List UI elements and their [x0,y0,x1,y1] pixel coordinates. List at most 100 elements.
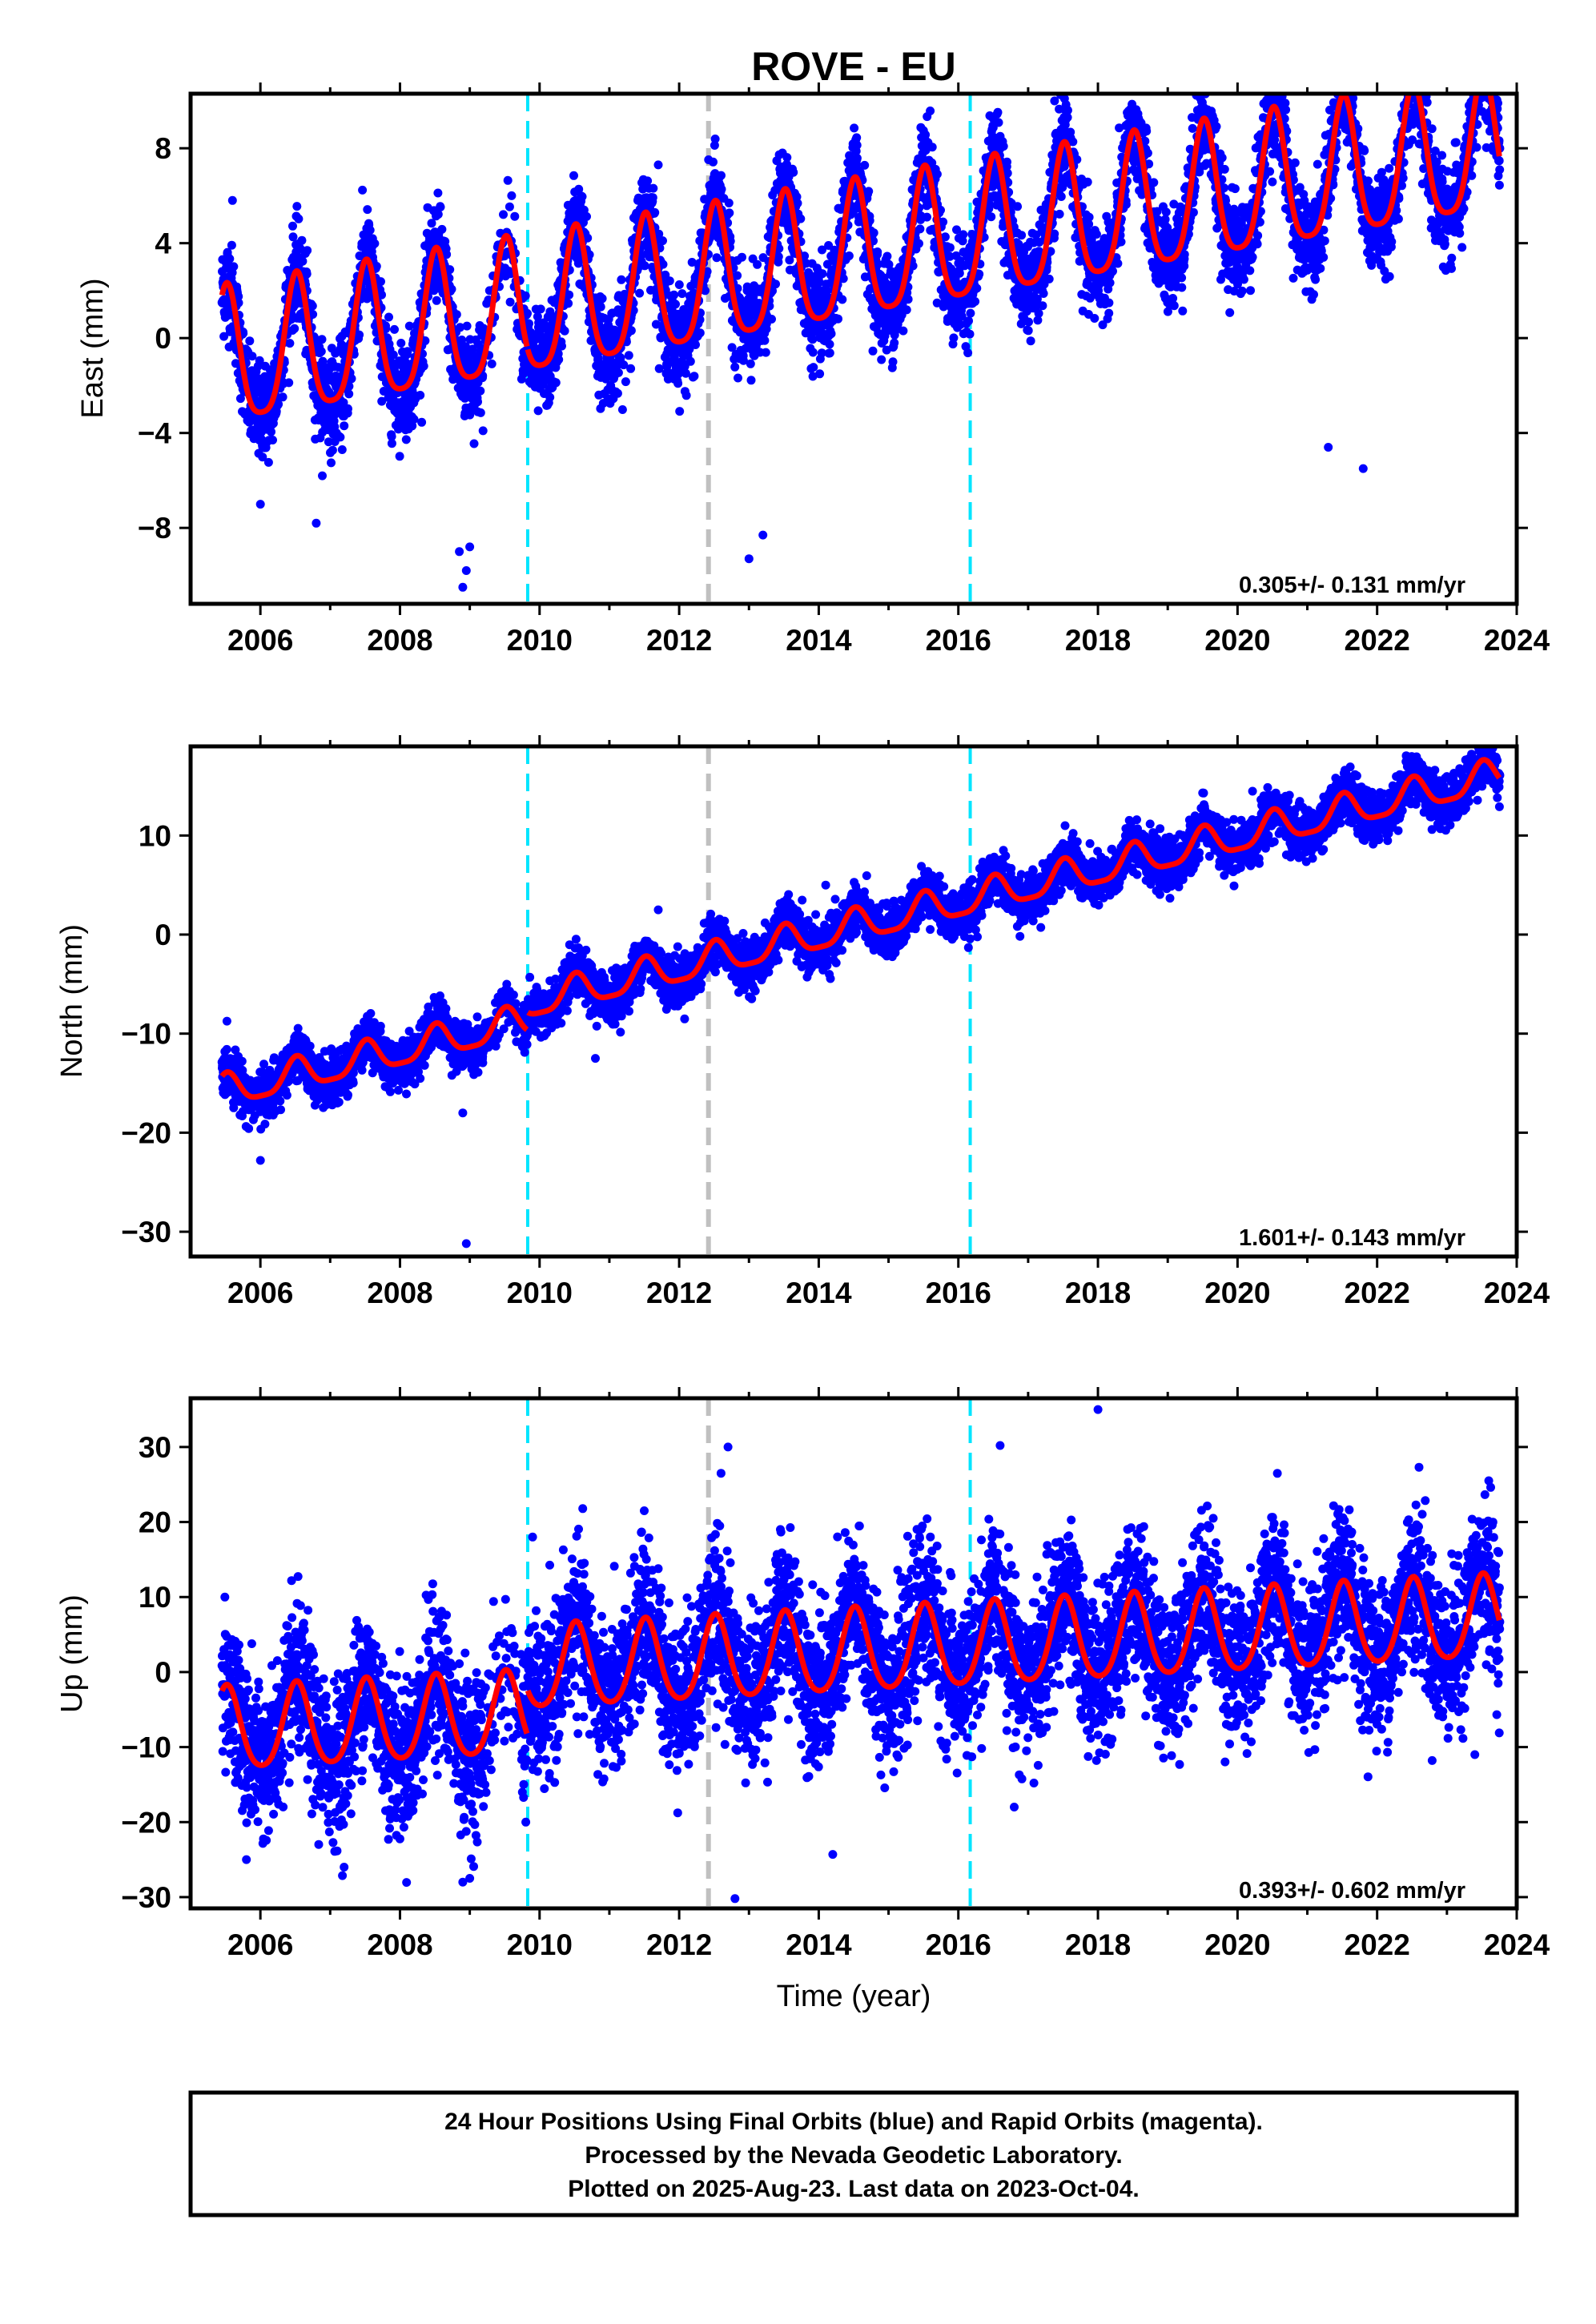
east-data-point [473,397,482,407]
east-data-point [838,295,847,304]
east-data-point [456,323,464,332]
east-data-point [1104,308,1114,318]
east-data-point [390,324,399,334]
east-data-point [344,389,354,399]
east-data-point [358,185,368,195]
east-data-point [1055,209,1064,219]
east-data-point [789,167,798,177]
east-data-point [882,251,892,261]
east-data-point [457,336,467,344]
east-data-point [505,202,514,211]
east-data-point [227,240,236,250]
east-data-point [328,445,337,455]
east-data-point [465,410,475,420]
east-data-point [420,336,430,345]
east-data-point [782,153,792,163]
east-data-point [675,407,685,416]
east-data-point [245,336,255,346]
east-data-point [717,171,726,180]
east-data-point [761,348,770,357]
east-data-point [396,339,406,348]
east-data-point [681,391,691,400]
east-data-point [651,320,661,329]
east-data-point [793,199,802,208]
east-data-point [921,130,931,139]
east-data-point [724,199,734,207]
east-data-point [746,359,755,368]
east-data-point [818,269,827,279]
east-data-point [658,259,668,269]
east-data-point [288,221,297,231]
east-data-point [476,408,485,417]
east-data-point [388,350,398,360]
east-data-point [902,305,911,315]
east-data-point [1091,230,1101,239]
east-data-point [712,253,722,263]
east-data-point [268,436,277,444]
east-data-point [1180,250,1189,259]
east-data-point [377,396,387,406]
east-data-point [416,391,425,400]
east-data-point [852,154,862,163]
east-data-point [1177,283,1187,292]
east-data-point [926,107,935,115]
east-data-point [734,373,742,383]
east-data-point [915,224,925,234]
east-data-point [344,381,354,391]
east-data-point [869,228,878,238]
east-data-point [545,392,555,402]
east-data-point [1013,202,1023,211]
east-data-point [923,212,931,222]
east-data-point [557,341,566,351]
east-data-point [372,262,381,271]
east-data-point [1149,178,1159,187]
east-data-point [616,353,625,363]
east-data-point [844,251,854,260]
east-data-point [505,297,515,307]
east-data-point [963,348,973,358]
east-data-point [771,279,780,289]
east-data-point [461,342,470,352]
east-data-point [337,445,347,454]
east-data-point [665,276,674,286]
east-data-point [691,340,700,349]
east-data-point [738,252,746,262]
east-data-point [654,229,664,239]
east-data-point [987,212,996,222]
east-data-point [284,378,294,388]
east-data-point [1017,231,1027,240]
east-data-point [297,235,307,245]
east-data-point [403,347,412,356]
east-data-point [1044,274,1054,283]
east-data-point [597,294,607,304]
east-data-point [673,379,683,388]
east-data-point [658,236,667,246]
east-data-point [499,210,508,219]
east-data-point [648,193,657,203]
chart-title: ROVE - EU [751,44,956,89]
east-data-point [267,427,275,436]
east-data-point [487,359,496,368]
east-data-point [565,290,574,300]
east-data-point [1090,314,1100,323]
east-data-point [932,170,942,179]
east-data-point [1038,301,1047,311]
east-data-point [564,299,573,308]
east-data-point [290,324,300,333]
east-data-point [292,202,302,211]
east-data-point [733,271,742,280]
east-data-point [596,302,605,312]
east-data-point [225,254,235,263]
east-data-point [303,246,312,255]
east-data-point [1143,148,1152,158]
east-data-point [971,297,980,306]
east-data-point [340,421,349,431]
east-data-point [1161,207,1171,217]
east-data-point [635,288,645,298]
east-data-point [681,368,690,378]
east-data-point [318,471,327,480]
east-data-point [462,321,472,331]
east-data-point [577,192,587,201]
east-data-point [409,415,419,424]
